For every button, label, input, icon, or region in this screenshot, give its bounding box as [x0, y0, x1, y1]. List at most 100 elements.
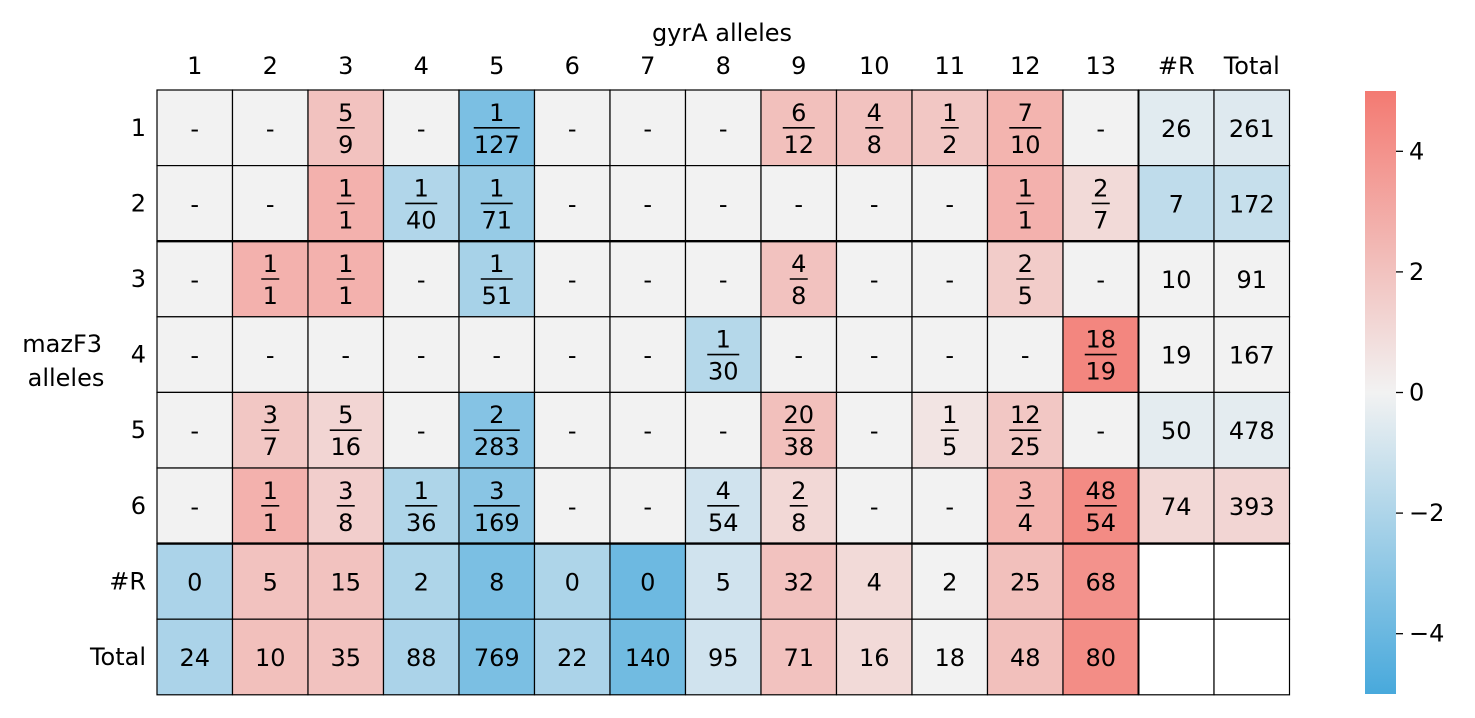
cell-numerator: 1 — [414, 477, 429, 505]
cell-rect — [911, 542, 989, 620]
cell-denominator: 5 — [1018, 282, 1033, 310]
colorbar-tick-label: −2 — [1409, 499, 1444, 527]
cell-rect — [986, 618, 1064, 696]
cell-value: - — [341, 342, 350, 370]
cell-value: 2 — [942, 568, 957, 596]
cell-denominator: 36 — [406, 509, 437, 537]
heatmap-cell: 140 — [382, 165, 460, 242]
row-tick-label: 1 — [131, 114, 146, 142]
cell-numerator: 12 — [1010, 401, 1041, 429]
col-tick-label: 13 — [1085, 52, 1116, 80]
heatmap-cell: 5 — [684, 542, 762, 620]
cell-value: 50 — [1161, 417, 1192, 445]
heatmap-cell: 516 — [307, 391, 385, 469]
cell-rect — [382, 391, 460, 469]
cell-value: - — [870, 342, 879, 370]
heatmap-cell: 95 — [684, 618, 762, 696]
colorbar-tick-label: 2 — [1409, 258, 1424, 286]
cell-numerator: 3 — [1018, 477, 1033, 505]
heatmap-cell: 2 — [911, 542, 989, 620]
cell-numerator: 1 — [338, 174, 353, 202]
heatmap-cell: - — [609, 165, 687, 242]
col-tick-label: 8 — [716, 52, 731, 80]
heatmap-cell: - — [684, 391, 762, 469]
heatmap-cell: 136 — [382, 467, 460, 545]
cell-rect — [533, 316, 611, 393]
cell-numerator: 1 — [942, 401, 957, 429]
cell-value: - — [568, 417, 577, 445]
cell-value: - — [266, 190, 275, 218]
heatmap-cell: 710 — [986, 89, 1064, 167]
x-axis-title: gyrA alleles — [652, 19, 792, 47]
cell-rect — [1062, 89, 1140, 167]
heatmap-cell: - — [835, 240, 913, 318]
heatmap-cell: 48 — [986, 618, 1064, 696]
heatmap-cell: - — [231, 165, 309, 242]
cell-rect — [307, 316, 385, 393]
cell-rect — [231, 89, 309, 167]
column-tick-labels: 1 2 3 4 5 6 7 8 9 10 11 12 13 #R Total — [187, 52, 1280, 80]
cell-value: 25 — [1010, 568, 1041, 596]
col-tick-label: 4 — [414, 52, 429, 80]
cell-denominator: 283 — [474, 433, 520, 461]
cell-value: - — [266, 115, 275, 143]
cell-denominator: 1 — [338, 282, 353, 310]
cell-rect — [231, 618, 309, 696]
col-tick-label: 11 — [934, 52, 965, 80]
cell-numerator: 5 — [338, 401, 353, 429]
cell-value: - — [945, 190, 954, 218]
heatmap-cell: - — [156, 89, 234, 167]
cell-value: 393 — [1229, 493, 1275, 521]
heatmap-cell: - — [609, 467, 687, 545]
cell-denominator: 54 — [1085, 509, 1116, 537]
cell-rect — [382, 316, 460, 393]
cell-rect — [911, 618, 989, 696]
cell-numerator: 4 — [716, 477, 731, 505]
cell-value: 140 — [625, 644, 671, 672]
heatmap-cell: 0 — [609, 542, 687, 620]
cell-rect — [609, 89, 687, 167]
heatmap-cell: 171 — [458, 165, 536, 242]
heatmap-cell: - — [533, 467, 611, 545]
cell-value: - — [719, 266, 728, 294]
cell-value: - — [417, 266, 426, 294]
heatmap-cell: - — [911, 240, 989, 318]
heatmap-cell: - — [533, 165, 611, 242]
cell-rect — [911, 316, 989, 393]
heatmap-cell: 4 — [835, 542, 913, 620]
cell-value: 7 — [1169, 190, 1184, 218]
heatmap-cell: - — [1062, 240, 1140, 318]
cell-value: 22 — [557, 644, 588, 672]
heatmap-cell: 25 — [986, 240, 1064, 318]
heatmap-cell: - — [609, 240, 687, 318]
cell-value: 18 — [934, 644, 965, 672]
cell-denominator: 1 — [263, 282, 278, 310]
heatmap-cell: 35 — [307, 618, 385, 696]
heatmap-cell: 130 — [684, 316, 762, 393]
heatmap-cell: 478 — [1213, 391, 1291, 469]
cell-numerator: 48 — [1085, 477, 1116, 505]
cell-rect — [156, 316, 234, 393]
heatmap-cell: 393 — [1213, 467, 1291, 545]
col-tick-label: 2 — [263, 52, 278, 80]
cell-numerator: 20 — [783, 401, 814, 429]
cell-value: - — [190, 417, 199, 445]
cell-rect — [1213, 618, 1291, 696]
heatmap-cell: - — [382, 391, 460, 469]
heatmap-cell: 27 — [1062, 165, 1140, 242]
cell-rect — [533, 89, 611, 167]
row-tick-label: 2 — [131, 189, 146, 217]
y-axis-title: mazF3 alleles — [22, 330, 109, 392]
heatmap-cell: - — [911, 467, 989, 545]
cell-denominator: 10 — [1010, 131, 1041, 159]
cell-value: - — [719, 115, 728, 143]
cell-rect — [835, 316, 913, 393]
cell-value: - — [1096, 115, 1105, 143]
cell-value: - — [568, 190, 577, 218]
cell-value: 19 — [1161, 342, 1192, 370]
row-tick-label: 4 — [131, 341, 146, 369]
cell-numerator: 4 — [867, 99, 882, 127]
